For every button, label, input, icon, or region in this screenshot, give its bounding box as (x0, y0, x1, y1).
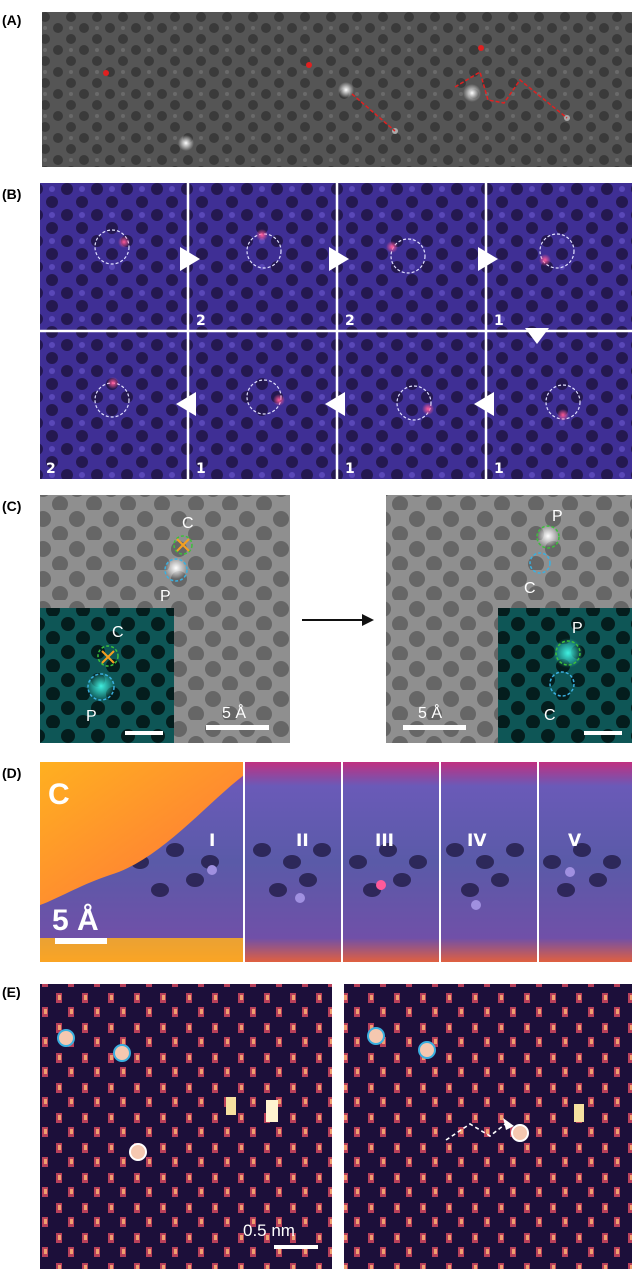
panel-c-phosphorus-label: P (160, 588, 171, 605)
panel-a-bright-atom (338, 82, 354, 98)
panel-b-arrow (478, 247, 498, 271)
panel-a-trajectory (351, 93, 396, 132)
panel-e-cyan-marker (418, 1041, 436, 1059)
panel-c-right-phosphorus-label: P (552, 508, 563, 525)
panel-d-scalebar (55, 938, 107, 944)
panel-b-frame-number: 1 (494, 313, 504, 329)
panel-c-inset-scalebar (125, 731, 163, 735)
panel-d-corner-region (40, 762, 244, 905)
panel-c-right-scalebar-label: 5 Å (418, 703, 442, 722)
panel-b-frame-number: 1 (345, 461, 355, 477)
panel-b-arrow (176, 392, 196, 416)
panel-c-right-inset-scalebar (584, 731, 622, 735)
panel-b-label: (B) (2, 186, 21, 202)
panel-a-red-marker (306, 62, 312, 68)
panel-d: C I II III IV V 5 Å (40, 762, 632, 962)
panel-b-frame-number: 2 (345, 313, 355, 329)
panel-d-frame-label: III (375, 831, 394, 851)
panel-e-white-marker (511, 1124, 529, 1142)
panel-c-label: (C) (2, 498, 21, 514)
panel-c-right-scalebar (403, 725, 466, 730)
panel-c: C P C P 5 Å P C 5 Å P C (40, 495, 632, 743)
panel-e-cyan-marker (113, 1044, 131, 1062)
panel-b: 2 2 1 2 1 1 1 (40, 183, 632, 479)
panel-b-arrow (325, 392, 345, 416)
panel-b-arrow (474, 392, 494, 416)
panel-c-carbon-label: C (182, 515, 194, 532)
panel-b-arrow (525, 328, 549, 344)
panel-d-frame-label: IV (467, 831, 487, 851)
panel-d-frame-label: V (568, 831, 582, 851)
panel-e-left-image (40, 984, 332, 1269)
panel-b-arrow (329, 247, 349, 271)
panel-a (42, 12, 632, 167)
panel-c-inset-carbon-label: C (112, 624, 124, 641)
panel-e: 0.5 nm (40, 984, 632, 1269)
panel-a-label: (A) (2, 12, 21, 28)
panel-e-hop-path (445, 1121, 509, 1141)
panel-c-right-inset-phosphorus-label: P (572, 620, 583, 637)
panel-a-red-marker (103, 70, 109, 76)
panel-b-frame-number: 1 (196, 461, 206, 477)
panel-c-right-inset (498, 608, 632, 743)
panel-c-inset-phosphorus-label: P (86, 708, 97, 725)
panel-a-trajectory (454, 70, 568, 119)
panel-d-corner-label: C (48, 778, 70, 811)
panel-a-image (42, 12, 632, 167)
panel-c-left-scalebar (206, 725, 269, 730)
panel-d-frame-label: I (209, 831, 215, 851)
panel-a-bright-atom (463, 84, 481, 102)
panel-e-scalebar (274, 1245, 318, 1249)
panel-a-bright-atom (178, 135, 194, 151)
panel-e-label: (E) (2, 984, 21, 1000)
panel-a-red-marker (478, 45, 484, 51)
panel-c-right-inset-carbon-label: C (544, 707, 556, 724)
panel-d-scalebar-label: 5 Å (52, 904, 99, 937)
panel-b-frame-number: 2 (196, 313, 206, 329)
panel-e-scalebar-label: 0.5 nm (243, 1221, 295, 1240)
panel-e-cyan-marker (57, 1029, 75, 1047)
panel-e-right-image (344, 984, 632, 1269)
panel-c-left-scalebar-label: 5 Å (222, 703, 246, 722)
panel-c-right-carbon-label: C (524, 580, 536, 597)
panel-b-arrow (180, 247, 200, 271)
panel-e-white-marker (129, 1143, 147, 1161)
panel-d-label: (D) (2, 765, 21, 781)
panel-e-cyan-marker (367, 1027, 385, 1045)
panel-b-frame-number: 1 (494, 461, 504, 477)
panel-b-frame-number: 2 (46, 461, 56, 477)
panel-d-frame-label: II (296, 831, 309, 851)
